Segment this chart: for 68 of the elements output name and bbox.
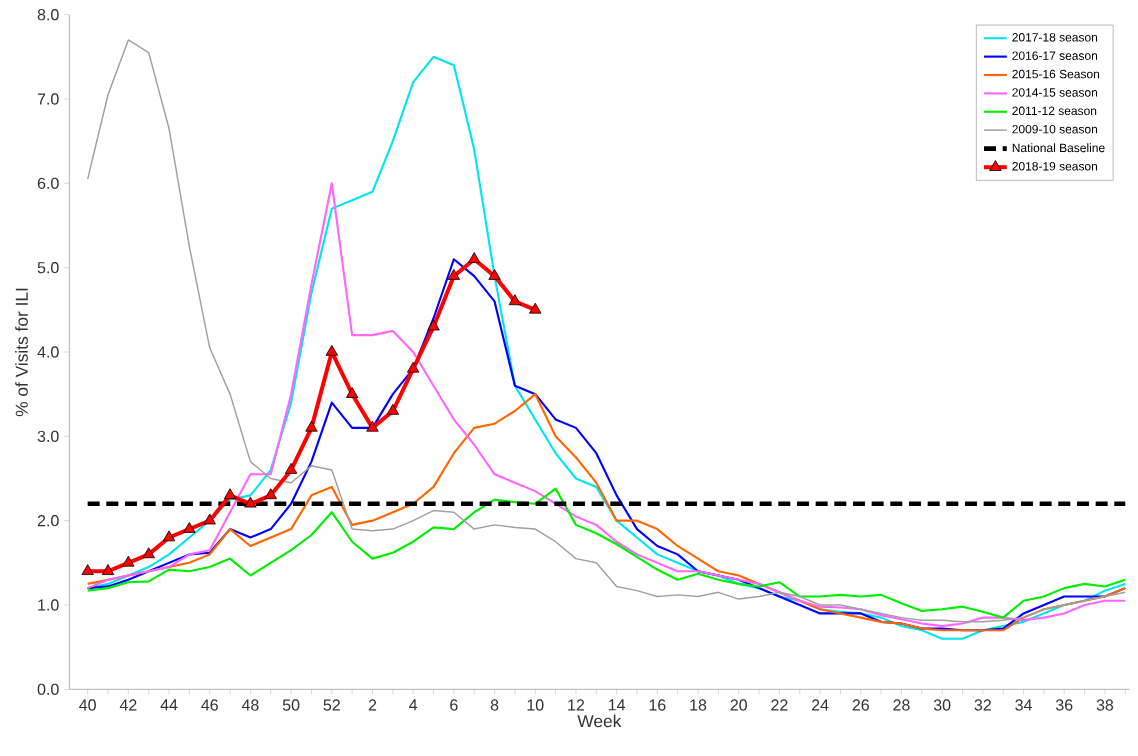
x-tick-label: 34 <box>1015 699 1032 711</box>
x-tick-label: 52 <box>323 699 340 711</box>
x-tick-label: 6 <box>450 699 458 711</box>
legend-label: National Baseline <box>1012 143 1105 153</box>
y-tick-label: 3.0 <box>37 430 59 442</box>
point <box>284 462 298 474</box>
point <box>203 513 216 525</box>
point <box>407 361 420 373</box>
point <box>244 496 257 508</box>
point <box>122 555 135 567</box>
point <box>142 547 155 559</box>
y-tick-label: 5.0 <box>37 262 59 274</box>
x-tick-label: 46 <box>201 699 218 711</box>
point <box>447 269 461 280</box>
point <box>81 564 94 575</box>
x-tick-label: 4 <box>409 699 418 711</box>
y-tick-label: 4.0 <box>37 346 59 358</box>
x-tick-label: 2 <box>368 699 377 711</box>
x-tick-label: 40 <box>79 699 96 711</box>
point <box>305 420 318 432</box>
point <box>101 564 115 575</box>
point <box>264 488 277 500</box>
x-tick-label: 32 <box>974 699 991 711</box>
x-tick-label: 48 <box>241 699 259 711</box>
point <box>345 387 359 398</box>
legend-label: 2009-10 season <box>1012 124 1098 134</box>
point <box>223 488 237 500</box>
y-tick-label: 6.0 <box>37 177 59 189</box>
x-tick-label: 20 <box>730 699 747 711</box>
x-tick-label: 26 <box>852 699 869 711</box>
x-tick-label: 28 <box>893 699 910 711</box>
point <box>366 420 379 432</box>
legend-label: 2015-16 Season <box>1012 69 1100 79</box>
x-tick-label: 44 <box>160 699 178 711</box>
legend-label: 2018-19 season <box>1012 162 1098 171</box>
legend-label: 2011-12 season <box>1012 106 1097 116</box>
legend-label: 2014-15 season <box>1012 88 1098 97</box>
x-tick-label: 18 <box>690 699 707 711</box>
y-tick-label: 2.0 <box>37 515 59 527</box>
point <box>427 319 440 331</box>
x-tick-label: 14 <box>608 699 626 711</box>
y-tick-label: 1.0 <box>38 599 59 611</box>
y-axis-title: % of Visits for ILI <box>15 288 28 417</box>
point <box>183 522 196 533</box>
point <box>468 252 481 263</box>
y-tick-label: 8.0 <box>37 9 59 21</box>
x-tick-label: 42 <box>119 699 137 711</box>
legend-label: 2017-18 season <box>1012 33 1098 42</box>
x-tick-label: 22 <box>771 699 788 711</box>
point <box>325 344 338 356</box>
legend-label: 2016-17 season <box>1012 51 1098 60</box>
x-tick-label: 12 <box>568 699 585 711</box>
x-tick-label: 50 <box>282 699 300 711</box>
x-tick-label: 8 <box>490 699 499 711</box>
point <box>386 403 400 415</box>
x-tick-label: 10 <box>527 699 544 711</box>
x-axis-title: Week <box>577 714 622 728</box>
x-tick-label: 24 <box>811 699 829 711</box>
y-tick-label: 0.0 <box>37 683 59 695</box>
point <box>162 530 176 542</box>
x-tick-label: 38 <box>1096 699 1114 711</box>
x-tick-label: 36 <box>1055 699 1073 711</box>
point <box>529 302 542 314</box>
point <box>508 294 522 306</box>
point <box>488 269 501 280</box>
x-tick-label: 16 <box>649 699 666 711</box>
y-tick-label: 7.0 <box>37 93 59 105</box>
x-tick-label: 30 <box>933 699 951 711</box>
